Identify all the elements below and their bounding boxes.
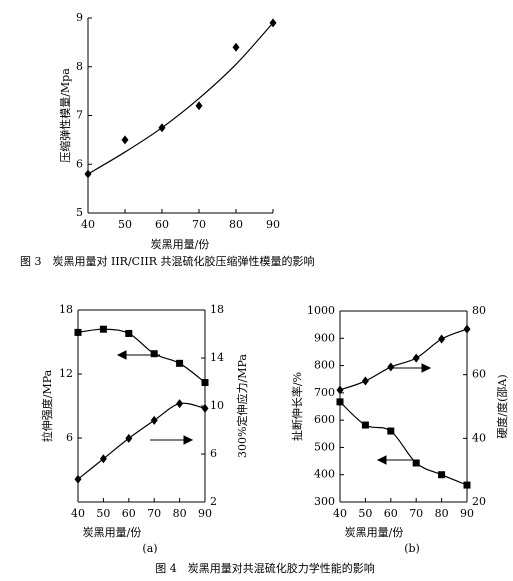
y2-tick-label: 18 (210, 303, 224, 316)
point (438, 334, 446, 344)
y-axis-label: 压缩弹性模量/Mpa (58, 68, 72, 163)
x-tick-label: 70 (147, 507, 161, 520)
x-tick-label: 70 (192, 218, 206, 231)
arrow-head (183, 435, 194, 445)
y-tick-label: 300 (314, 495, 335, 508)
x-axis-label: 炭黑用量/份 (83, 526, 142, 539)
x-tick-label: 50 (96, 507, 110, 520)
x-tick-label: 90 (460, 507, 474, 520)
x-tick-label: 90 (266, 218, 280, 231)
point (99, 454, 107, 464)
x-tick-label: 50 (358, 507, 372, 520)
y2-tick-label: 14 (210, 351, 224, 364)
x-tick-label: 60 (122, 507, 136, 520)
point (336, 385, 344, 395)
y-tick-label: 18 (59, 303, 73, 316)
point (361, 421, 369, 429)
y-tick-label: 1000 (307, 304, 335, 317)
y-tick-label: 800 (314, 359, 335, 372)
arrow-head (421, 363, 432, 373)
y-tick-label: 500 (314, 440, 335, 453)
point (99, 325, 107, 333)
x-tick-label: 60 (155, 218, 169, 231)
y2-tick-label: 40 (472, 431, 486, 444)
y2-tick-label: 10 (210, 399, 224, 412)
y-tick-label: 700 (314, 386, 335, 399)
x-axis-label: 炭黑用量/份 (151, 238, 210, 251)
x-tick-label: 40 (333, 507, 347, 520)
point (387, 427, 395, 435)
point (336, 398, 344, 406)
point (125, 329, 133, 337)
point (195, 101, 203, 111)
point (232, 42, 240, 52)
arrows (116, 350, 432, 465)
point (361, 376, 369, 386)
x-tick-label: 80 (229, 218, 243, 231)
y2-tick-label: 80 (472, 304, 486, 317)
point (387, 362, 395, 372)
point (176, 399, 184, 409)
y2-tick-label: 2 (210, 495, 217, 508)
y-tick-label: 600 (314, 413, 335, 426)
arrow-head (376, 455, 387, 465)
x-tick-label: 50 (118, 218, 132, 231)
point (125, 433, 133, 443)
point (438, 471, 446, 479)
point (150, 415, 158, 425)
panel-label: (b) (404, 542, 420, 555)
figure-caption: 图 4 炭黑用量对共混硫化胶力学性能的影响 (155, 561, 375, 575)
x-tick-label: 70 (409, 507, 423, 520)
figure-caption: 图 3 炭黑用量对 IIR/CIIR 共混硫化胶压缩弹性模量的影响 (20, 254, 315, 268)
series-line (339, 328, 468, 391)
y-tick-label: 400 (314, 468, 335, 481)
x-tick-label: 40 (81, 218, 95, 231)
point (176, 359, 184, 367)
y2-axis-label: 硬度/度(邵A) (495, 374, 509, 438)
series-line (87, 22, 274, 175)
y-tick-label: 900 (314, 331, 335, 344)
y-tick-label: 6 (76, 157, 83, 170)
y2-tick-label: 60 (472, 368, 486, 381)
y-tick-label: 7 (76, 109, 83, 122)
point (412, 459, 420, 467)
series-line (339, 401, 468, 486)
arrow-head (116, 350, 127, 360)
y-tick-label: 8 (76, 60, 83, 73)
y-tick-label: 6 (66, 431, 73, 444)
point (201, 379, 209, 387)
y-axis-label: 拉伸强度/MPa (40, 369, 54, 442)
point (463, 324, 471, 334)
series-line (77, 328, 206, 384)
point (150, 350, 158, 358)
point (201, 403, 209, 413)
x-tick-label: 80 (435, 507, 449, 520)
y-tick-label: 12 (59, 367, 73, 380)
point (121, 135, 129, 145)
x-tick-label: 80 (173, 507, 187, 520)
x-tick-label: 60 (384, 507, 398, 520)
y-axis-label: 扯断伸长率/% (290, 372, 304, 441)
y2-tick-label: 6 (210, 447, 217, 460)
point (74, 474, 82, 484)
point (74, 328, 82, 336)
y-tick-label: 5 (76, 206, 83, 219)
x-tick-label: 90 (198, 507, 212, 520)
panel-label: (a) (142, 542, 157, 555)
y2-axis-label: 300%定伸应力/MPa (235, 354, 249, 458)
y-tick-label: 9 (76, 11, 83, 24)
point (412, 353, 420, 363)
y2-tick-label: 20 (472, 495, 486, 508)
x-axis-label: 炭黑用量/份 (345, 526, 404, 539)
x-tick-label: 40 (71, 507, 85, 520)
point (463, 481, 471, 489)
